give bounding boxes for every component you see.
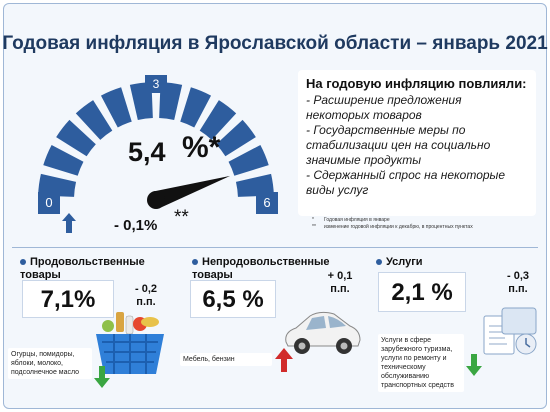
gauge-segment [75, 100, 113, 140]
services-change-unit: п.п. [508, 283, 528, 295]
footnote-mark: * [312, 217, 314, 223]
arrow-down-icon [466, 354, 482, 376]
gauge-segment [43, 144, 84, 176]
gauge-needle [153, 175, 231, 209]
gauge-segment [216, 119, 256, 157]
gauge-segment [56, 119, 96, 157]
footnotes: * Годовая инфляция в январе ** изменение… [312, 217, 518, 231]
services-note: Услуги в сфере зарубежного туризма, услу… [378, 334, 464, 392]
footnote-text: Годовая инфляция в январе [324, 217, 390, 223]
footnote-row: * Годовая инфляция в январе [312, 217, 518, 224]
food-category-title: Продовольственные товары [20, 256, 145, 282]
gauge-segment [199, 100, 237, 140]
gauge-segment [180, 87, 212, 128]
gauge-segment [38, 173, 77, 197]
factor-item: - Расширение предложения некоторых товар… [306, 93, 462, 122]
main-inflation-change: - 0,1% [114, 217, 158, 234]
main-change-footnote-mark: ** [174, 207, 189, 228]
arrow-up-icon [62, 213, 76, 233]
food-title-line2: товары [20, 269, 61, 281]
gauge-min-label: 0 [38, 192, 60, 214]
arrow-up-icon [275, 348, 293, 372]
factor-item: - Государственные меры по стабилизации ц… [306, 123, 491, 167]
bullet-icon [376, 259, 382, 266]
main-inflation-value: 5,4 [128, 137, 166, 167]
food-change-unit: п.п. [136, 296, 156, 308]
food-change-value: - 0,2 [134, 283, 157, 295]
nonfood-inflation-change: + 0,1 п.п. [318, 270, 362, 296]
gauge-segment [100, 87, 132, 128]
nonfood-title-line1: Непродовольственные [202, 256, 330, 268]
bullet-icon [20, 259, 26, 266]
services-category-title: Услуги [376, 256, 423, 269]
main-inflation-unit: %* [182, 131, 221, 164]
gauge-segment [235, 173, 274, 197]
arrow-down-icon [94, 366, 110, 388]
food-title-line1: Продовольственные [30, 256, 145, 268]
nonfood-category-title: Непродовольственные товары [192, 256, 330, 282]
bullet-icon [192, 259, 198, 266]
footnote-text: изменение годовой инфляции к декабрю, в … [324, 224, 473, 230]
gauge-max-label: 6 [256, 192, 278, 214]
services-title-line1: Услуги [386, 256, 423, 268]
footnote-mark: ** [312, 224, 316, 230]
food-inflation-change: - 0,2 п.п. [126, 283, 166, 309]
nonfood-change-value: + 0,1 [327, 270, 353, 282]
food-note: Огурцы, помидоры, яблоки, молоко, подсол… [8, 348, 92, 379]
factors-panel: На годовую инфляцию повлияли: - Расширен… [298, 70, 536, 216]
factor-item: - Сдержанный спрос на некоторые виды усл… [306, 168, 506, 197]
services-documents-icon [483, 307, 537, 355]
footnote-row: ** изменение годовой инфляции к декабрю,… [312, 224, 518, 231]
gauge-mid-label: 3 [145, 75, 167, 93]
nonfood-change-unit: п.п. [330, 283, 350, 295]
services-inflation-change: - 0,3 п.п. [498, 270, 538, 296]
services-inflation-value: 2,1 % [378, 272, 466, 312]
car-icon [285, 311, 361, 354]
nonfood-title-line2: товары [192, 269, 233, 281]
nonfood-inflation-value: 6,5 % [190, 280, 276, 318]
gauge-hub [147, 191, 165, 209]
services-change-value: - 0,3 [506, 270, 529, 282]
gauge-segment [228, 144, 269, 176]
factors-title: На годовую инфляцию повлияли: [306, 76, 527, 91]
nonfood-note: Мебель, бензин [180, 353, 272, 366]
food-inflation-value: 7,1% [22, 280, 114, 318]
section-divider [12, 247, 538, 248]
grocery-basket-icon [96, 312, 164, 374]
page-title: Годовая инфляция в Ярославской области –… [2, 33, 548, 54]
